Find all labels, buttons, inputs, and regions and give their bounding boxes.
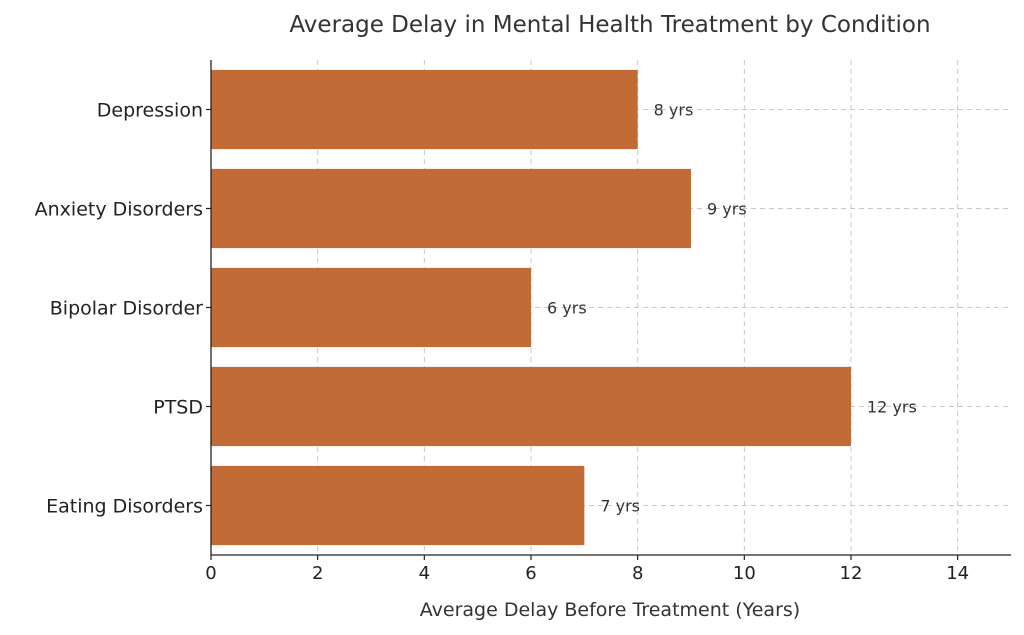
category-label: PTSD xyxy=(153,397,203,419)
x-tick-label: 8 xyxy=(632,563,643,584)
category-label: Anxiety Disorders xyxy=(35,199,203,221)
category-label: Bipolar Disorder xyxy=(50,298,203,320)
x-tick-label: 2 xyxy=(312,563,323,584)
bar xyxy=(211,465,585,546)
bar xyxy=(211,366,851,447)
x-tick-label: 0 xyxy=(205,563,216,584)
x-tick-label: 6 xyxy=(525,563,536,584)
category-label: Depression xyxy=(97,100,203,122)
bar xyxy=(211,168,691,249)
x-tick-label: 12 xyxy=(840,563,863,584)
bar xyxy=(211,267,531,348)
axes: 0 2 4 6 8 10 12 14 Depression Anxiety Disorders Bi… xyxy=(35,60,1011,584)
x-tick-label: 14 xyxy=(946,563,969,584)
bar xyxy=(211,69,638,150)
bar-value-label: 6 yrs xyxy=(547,299,587,318)
x-axis-title: Average Delay Before Treatment (Years) xyxy=(420,599,800,621)
x-tick-label: 10 xyxy=(733,563,756,584)
x-tick-label: 4 xyxy=(419,563,430,584)
chart-title: Average Delay in Mental Health Treatment… xyxy=(289,12,930,38)
category-label: Eating Disorders xyxy=(46,496,203,518)
bar-value-label: 12 yrs xyxy=(867,398,917,417)
data-labels: 8 yrs 9 yrs 6 yrs 12 yrs 7 yrs xyxy=(547,101,917,516)
bar-value-label: 9 yrs xyxy=(707,200,747,219)
bar-value-label: 7 yrs xyxy=(600,497,640,516)
bar-value-label: 8 yrs xyxy=(654,101,694,120)
bars xyxy=(211,69,851,546)
